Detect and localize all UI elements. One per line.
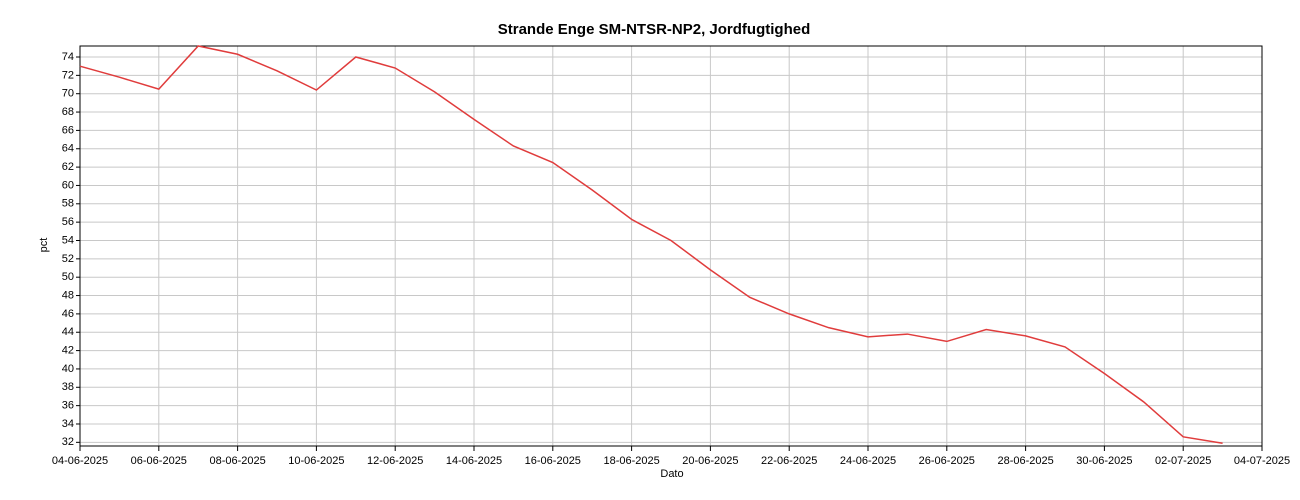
y-tick-label: 70 xyxy=(62,88,74,100)
x-tick-label: 26-06-2025 xyxy=(919,455,975,467)
y-tick-label: 58 xyxy=(62,198,74,210)
y-tick-label: 66 xyxy=(62,124,74,136)
y-tick-label: 48 xyxy=(62,289,74,301)
plot-frame xyxy=(79,45,1263,447)
x-tick-label: 12-06-2025 xyxy=(367,455,423,467)
y-tick-label: 52 xyxy=(62,253,74,265)
y-tick-label: 64 xyxy=(62,143,74,155)
x-tick-label: 18-06-2025 xyxy=(603,455,659,467)
x-tick-label: 04-06-2025 xyxy=(52,455,108,467)
y-tick-label: 74 xyxy=(62,51,74,63)
x-tick-label: 24-06-2025 xyxy=(840,455,896,467)
y-tick-label: 44 xyxy=(62,326,74,338)
y-tick-label: 50 xyxy=(62,271,74,283)
y-tick-label: 68 xyxy=(62,106,74,118)
y-tick-label: 36 xyxy=(62,400,74,412)
x-tick-label: 14-06-2025 xyxy=(446,455,502,467)
x-tick-label: 06-06-2025 xyxy=(131,455,187,467)
x-tick-label: 28-06-2025 xyxy=(997,455,1053,467)
y-tick-label: 54 xyxy=(62,234,74,246)
y-tick-label: 60 xyxy=(62,179,74,191)
y-tick-label: 56 xyxy=(62,216,74,228)
y-tick-label: 42 xyxy=(62,344,74,356)
y-tick-label: 34 xyxy=(62,418,74,430)
chart-title: Strande Enge SM-NTSR-NP2, Jordfugtighed xyxy=(498,21,811,38)
x-tick-label: 22-06-2025 xyxy=(761,455,817,467)
x-tick-label: 20-06-2025 xyxy=(682,455,738,467)
x-tick-label: 10-06-2025 xyxy=(288,455,344,467)
x-tick-label: 08-06-2025 xyxy=(209,455,265,467)
y-tick-label: 46 xyxy=(62,308,74,320)
x-axis-label: Dato xyxy=(660,468,683,480)
y-tick-label: 72 xyxy=(62,69,74,81)
y-tick-label: 40 xyxy=(62,363,74,375)
y-tick-label: 62 xyxy=(62,161,74,173)
x-tick-label: 30-06-2025 xyxy=(1076,455,1132,467)
x-tick-label: 16-06-2025 xyxy=(525,455,581,467)
y-tick-label: 32 xyxy=(62,436,74,448)
y-tick-label: 38 xyxy=(62,381,74,393)
y-axis-label: pct xyxy=(38,238,50,253)
x-tick-label: 04-07-2025 xyxy=(1234,455,1290,467)
x-tick-label: 02-07-2025 xyxy=(1155,455,1211,467)
data-line xyxy=(79,45,1223,444)
